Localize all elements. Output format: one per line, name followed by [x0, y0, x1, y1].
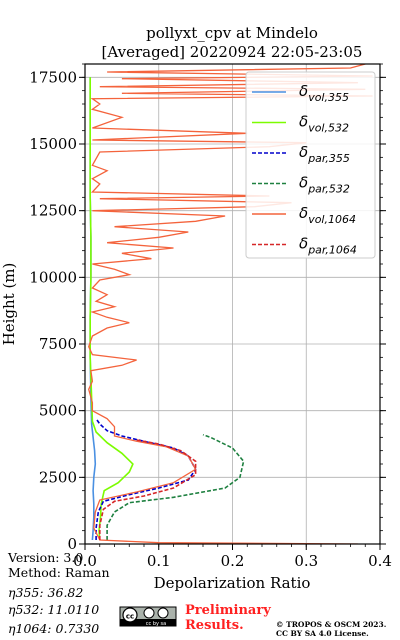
- chart-title: pollyxt_cpv at Mindelo: [146, 24, 318, 42]
- y-tick-label: 12500: [29, 202, 77, 220]
- series-line-par-355: [95, 418, 197, 540]
- preliminary-text-line1: Preliminary: [185, 603, 271, 618]
- x-tick-label: 0.0: [73, 552, 97, 570]
- y-tick-label: 10000: [29, 268, 77, 286]
- series-layer: [88, 64, 373, 544]
- series-line-vol-532: [89, 77, 134, 541]
- eta1064-text: η1064: 0.7330: [8, 621, 99, 636]
- eta532-text: η532: 11.0110: [8, 602, 99, 617]
- legend-label-vol-1064: δvol,1064: [299, 204, 356, 226]
- x-tick-label: 0.3: [294, 552, 318, 570]
- legend-box: [245, 71, 376, 259]
- series-line-par-1064: [99, 439, 197, 540]
- legend-label-par-532: δpar,532: [299, 174, 350, 196]
- y-tick-label: 2500: [39, 468, 77, 486]
- preliminary-text-line2: Results.: [185, 618, 244, 633]
- x-axis-label: Depolarization Ratio: [154, 574, 311, 592]
- y-tick-label: 5000: [39, 402, 77, 420]
- legend-label-par-355: δpar,355: [299, 143, 350, 165]
- version-text: Version: 3.0: [7, 550, 83, 565]
- x-tick-label: 0.2: [221, 552, 245, 570]
- series-line-par-532: [106, 433, 245, 540]
- x-tick-label: 0.4: [368, 552, 392, 570]
- by-icon: [143, 607, 155, 619]
- axes: 0.0 0.1 0.2 0.3 0.4 0 2500 5000 7500 10000 12500 15…: [29, 63, 392, 570]
- y-tick-label: 7500: [39, 335, 77, 353]
- legend-label-par-1064: δpar,1064: [299, 235, 357, 257]
- copyright-line1: © TROPOS & OSCM 2023.: [276, 620, 386, 629]
- y-tick-label: 15000: [29, 135, 77, 153]
- x-tick-label: 0.1: [147, 552, 171, 570]
- y-axis-label: Height (m): [0, 263, 18, 346]
- eta355-text: η355: 36.82: [8, 585, 83, 600]
- copyright-line2: CC BY SA 4.0 License.: [276, 629, 369, 638]
- cc-icon: [122, 607, 138, 623]
- cc-license-badge: cc cc by sa: [119, 606, 177, 627]
- legend-label-vol-355: δvol,355: [299, 82, 349, 104]
- y-tick-label: 17500: [29, 68, 77, 86]
- svg-text:cc: cc: [126, 613, 134, 621]
- legend: δvol,355 δvol,532 δpar,355 δpar,532 δvol,106…: [245, 71, 376, 259]
- sa-icon: [157, 607, 169, 619]
- legend-label-vol-532: δvol,532: [299, 113, 349, 135]
- chart-subtitle: [Averaged] 20220924 22:05-23:05: [102, 43, 363, 61]
- series-line-vol-1064: [88, 64, 373, 544]
- license-badge-text: cc by sa: [146, 621, 166, 627]
- method-text: Method: Raman: [8, 565, 110, 580]
- y-tick-label: 0: [67, 535, 77, 553]
